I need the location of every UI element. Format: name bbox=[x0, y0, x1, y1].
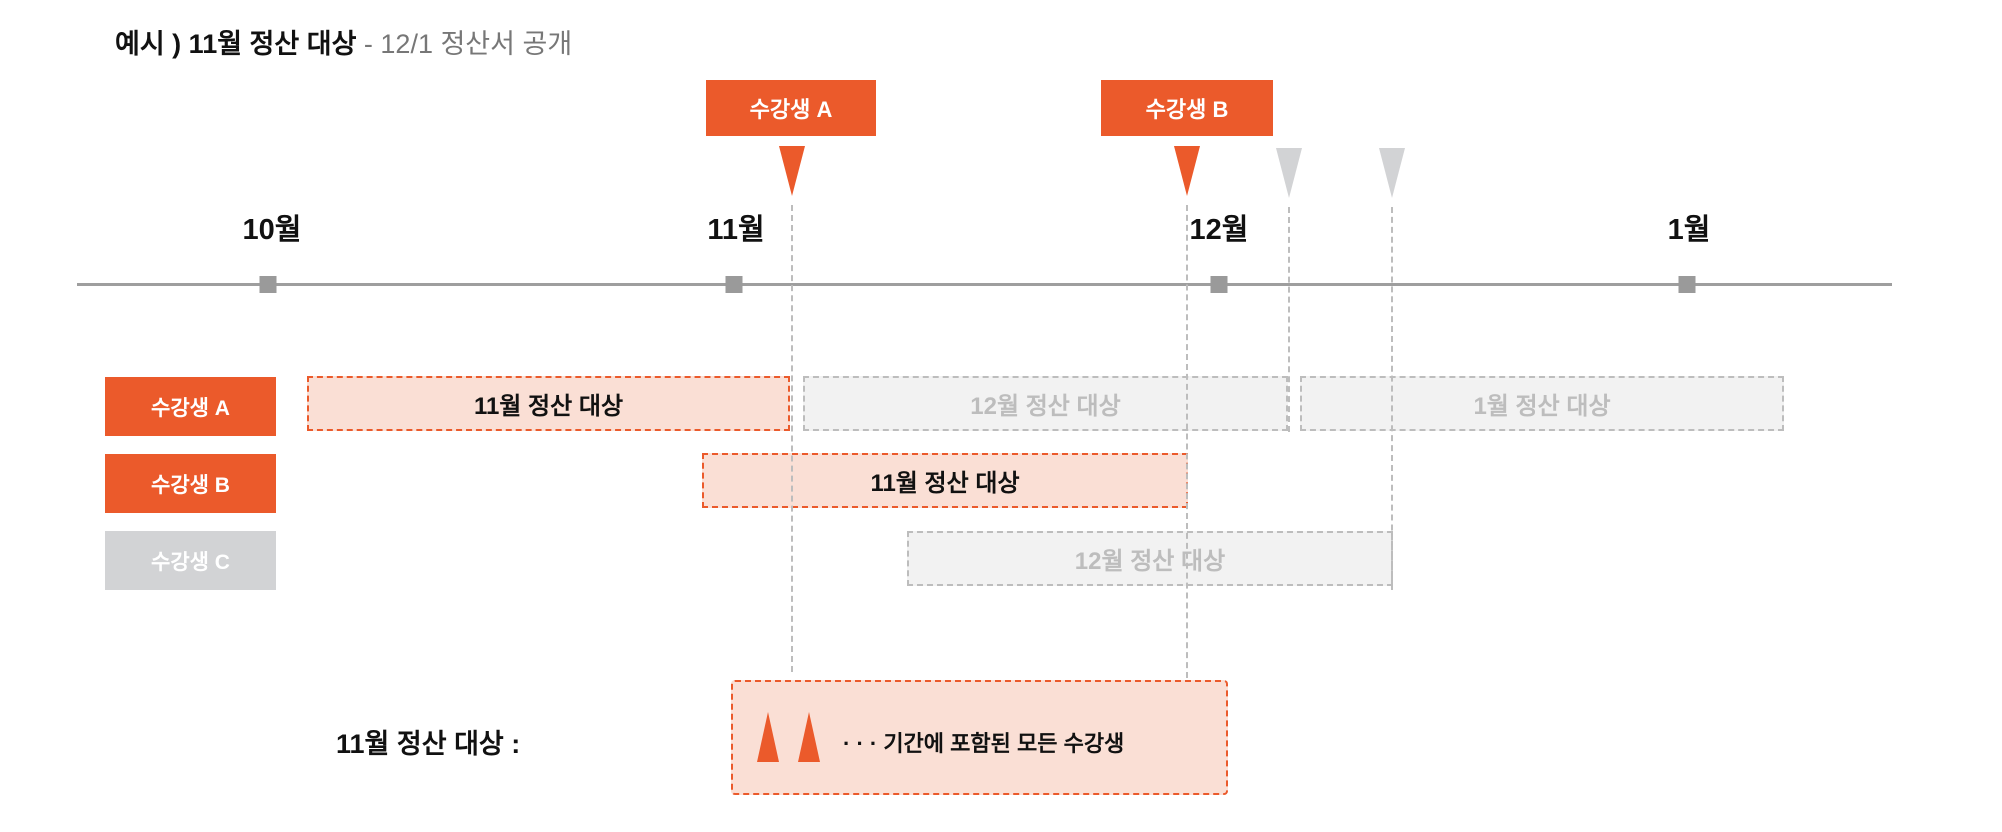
month-label-oct: 10월 bbox=[242, 214, 302, 246]
title-sub: - 12/1 정산서 공개 bbox=[356, 29, 573, 59]
row-label-student-c: 수강생 C bbox=[105, 531, 276, 590]
axis-tick bbox=[259, 276, 277, 293]
axis-tick bbox=[1678, 276, 1696, 293]
guide-line bbox=[1186, 205, 1188, 678]
marker-triangle-icon bbox=[1276, 148, 1302, 198]
marker-triangle-icon bbox=[1379, 148, 1405, 198]
guide-line bbox=[1288, 207, 1290, 432]
page-title: 예시 ) 11월 정산 대상 - 12/1 정산서 공개 bbox=[115, 22, 572, 61]
title-main: 예시 ) 11월 정산 대상 bbox=[115, 29, 357, 59]
month-label-jan: 1월 bbox=[1667, 214, 1711, 246]
marker-triangle-icon bbox=[1174, 146, 1200, 196]
period-bar: 12월 정산 대상 bbox=[803, 376, 1288, 431]
period-bar: 11월 정산 대상 bbox=[307, 376, 790, 431]
legend-triangles-icon bbox=[757, 712, 820, 762]
period-bar: 12월 정산 대상 bbox=[907, 531, 1393, 586]
row-label-student-b: 수강생 B bbox=[105, 454, 276, 513]
marker-tag-student-b: 수강생 B bbox=[1101, 80, 1273, 136]
legend-text: · · · 기간에 포함된 모든 수강생 bbox=[843, 731, 1125, 756]
timeline-axis bbox=[77, 283, 1892, 286]
month-label-nov: 11월 bbox=[707, 214, 765, 246]
marker-tag-student-a: 수강생 A bbox=[706, 80, 876, 136]
period-bar: 1월 정산 대상 bbox=[1300, 376, 1784, 431]
month-label-dec: 12월 bbox=[1189, 214, 1249, 246]
legend-label: 11월 정산 대상 : bbox=[336, 729, 521, 759]
axis-tick bbox=[725, 276, 743, 293]
guide-line bbox=[1391, 207, 1393, 590]
guide-line bbox=[791, 205, 793, 672]
axis-tick bbox=[1210, 276, 1228, 293]
marker-triangle-icon bbox=[779, 146, 805, 196]
row-label-student-a: 수강생 A bbox=[105, 377, 276, 436]
period-bar: 11월 정산 대상 bbox=[702, 453, 1188, 508]
